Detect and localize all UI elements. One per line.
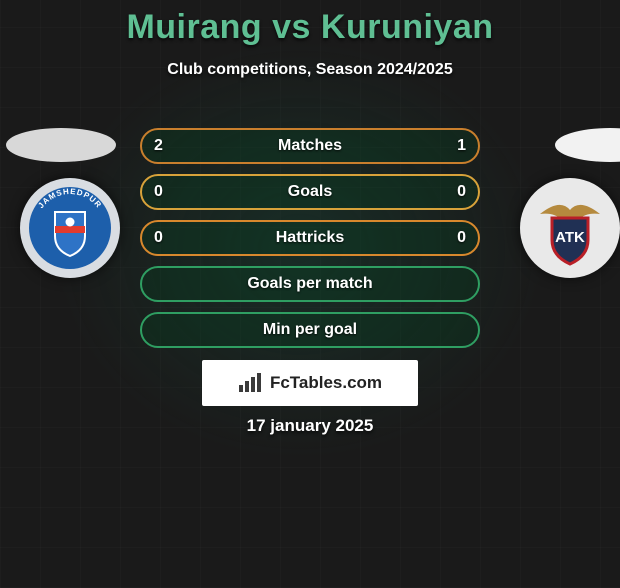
stat-row-min-per-goal: Min per goal bbox=[140, 312, 480, 348]
page-subtitle: Club competitions, Season 2024/2025 bbox=[0, 61, 620, 79]
stat-left-value: 0 bbox=[154, 229, 163, 247]
right-club-logo: ATK bbox=[520, 178, 620, 278]
stat-row-matches: 2 Matches 1 bbox=[140, 128, 480, 164]
watermark-text: FcTables.com bbox=[270, 373, 382, 393]
stat-left-value: 2 bbox=[154, 137, 163, 155]
stat-left-value: 0 bbox=[154, 183, 163, 201]
left-club-logo: JAMSHEDPUR bbox=[20, 178, 120, 278]
stats-panel: 2 Matches 1 0 Goals 0 0 Hattricks 0 Goal… bbox=[140, 128, 480, 358]
bars-icon bbox=[238, 373, 264, 393]
right-player-oval bbox=[555, 128, 620, 162]
left-player-oval bbox=[6, 128, 116, 162]
stat-row-hattricks: 0 Hattricks 0 bbox=[140, 220, 480, 256]
stat-right-value: 0 bbox=[457, 183, 466, 201]
svg-text:ATK: ATK bbox=[555, 229, 585, 246]
stat-right-value: 0 bbox=[457, 229, 466, 247]
stat-label: Matches bbox=[278, 137, 342, 155]
stat-label: Goals bbox=[288, 183, 332, 201]
date-text: 17 january 2025 bbox=[0, 416, 620, 436]
page-title: Muirang vs Kuruniyan bbox=[0, 8, 620, 47]
stat-row-goals-per-match: Goals per match bbox=[140, 266, 480, 302]
stat-row-goals: 0 Goals 0 bbox=[140, 174, 480, 210]
stat-label: Min per goal bbox=[263, 321, 357, 339]
stat-right-value: 1 bbox=[457, 137, 466, 155]
stat-label: Goals per match bbox=[247, 275, 372, 293]
watermark-badge: FcTables.com bbox=[202, 360, 418, 406]
stat-label: Hattricks bbox=[276, 229, 344, 247]
